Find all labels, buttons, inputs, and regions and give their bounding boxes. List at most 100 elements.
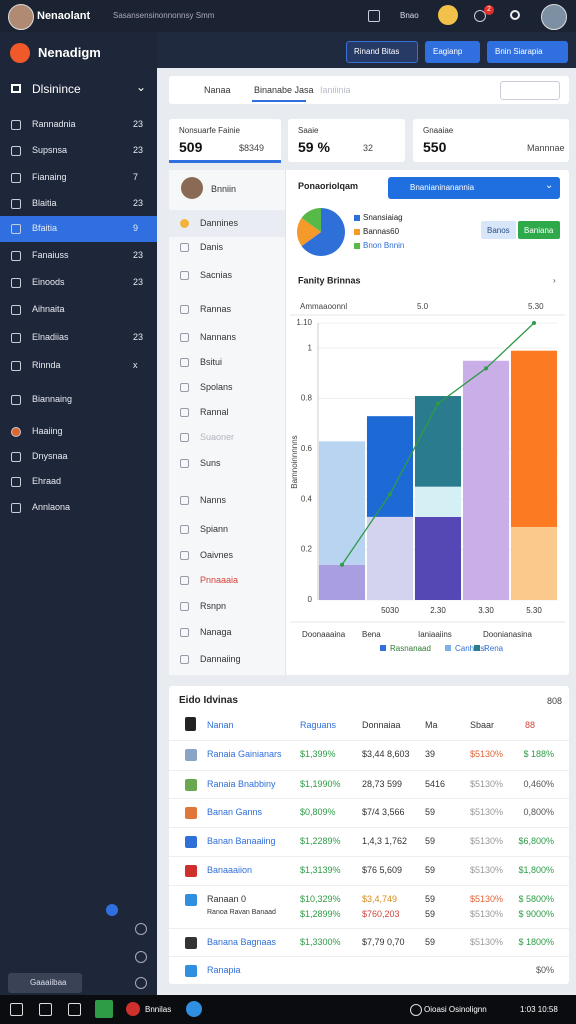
subnav-item[interactable]: Danis (200, 242, 224, 252)
section-title: Dlsinince (32, 82, 81, 96)
footer-button[interactable] (8, 973, 82, 993)
tab[interactable]: Nanaa (204, 85, 231, 95)
icon (11, 199, 21, 209)
subnav-item[interactable]: Dannaiing (200, 654, 241, 664)
nav-item[interactable]: Fanaiuss (32, 250, 69, 260)
icon (180, 433, 189, 442)
table-cell: $ 1800% (518, 937, 554, 947)
icon[interactable] (474, 10, 486, 22)
table-cell: $ 9000% (518, 909, 554, 919)
user-name: Nenaolant (37, 10, 91, 22)
taskbar-icon[interactable] (68, 1003, 81, 1016)
subnav-item[interactable]: Spolans (200, 382, 233, 392)
nav-item[interactable]: Elnadiias (32, 332, 69, 342)
table-cell: Ranapia (207, 965, 241, 975)
header-button[interactable] (425, 41, 480, 63)
table-cell: 59 (425, 865, 436, 875)
nav-count: 23 (133, 250, 144, 260)
nav-item[interactable]: Einoods (32, 277, 65, 287)
taskbar-icon[interactable] (95, 1000, 113, 1018)
tab[interactable]: Binanabe Jasa (254, 85, 314, 95)
subnav-item[interactable]: Nannans (200, 332, 237, 342)
subnav-item[interactable]: Sacnias (200, 270, 233, 280)
nav-item[interactable]: Blaitia (32, 198, 57, 208)
taskbar-icon[interactable] (410, 1004, 422, 1016)
avatar[interactable] (541, 4, 567, 30)
tab-underline (252, 100, 306, 102)
subnav-item[interactable]: Rannas (200, 304, 232, 314)
subnav-item[interactable]: Nanns (200, 495, 227, 505)
taskbar-icon[interactable] (126, 1002, 140, 1016)
nav-count: 9 (133, 223, 139, 233)
nav-item[interactable]: Rannadnia (32, 119, 76, 129)
table-cell: $1,399% (300, 749, 336, 759)
table-cell: $5130% (470, 937, 504, 947)
taskbar-icon[interactable] (186, 1001, 202, 1017)
table-card (169, 686, 569, 984)
notification-badge[interactable]: 2 (484, 5, 494, 15)
table-title: Eido Idvinas (179, 695, 238, 706)
subnav-user: Bnniin (211, 184, 237, 194)
nav-item[interactable]: Annlaona (32, 502, 71, 512)
subnav-item[interactable]: Rsnpn (200, 601, 227, 611)
tab[interactable]: Ianiiinia (320, 85, 351, 95)
icon (11, 251, 21, 261)
subnav-item[interactable]: Oaivnes (200, 550, 234, 560)
chevron: ⌄ (136, 80, 147, 94)
icon (180, 408, 189, 417)
table-cell: $5130% (470, 894, 504, 904)
panel-title: Ponaoriolqam (298, 181, 359, 191)
header-button[interactable] (346, 41, 418, 63)
icon (135, 977, 147, 989)
table-cell: 59 (425, 894, 436, 904)
row-divider (169, 856, 569, 857)
button[interactable] (481, 221, 516, 239)
search-text: Sasansensinonnonnsy Smm (113, 11, 215, 20)
taskbar-icon[interactable] (10, 1003, 23, 1016)
table-cell: 28,73 599 (362, 779, 403, 789)
nav-item[interactable]: Biannaing (32, 394, 73, 404)
table-cell: $0% (535, 965, 554, 975)
table-cell: $5130% (470, 807, 504, 817)
subnav-item[interactable]: Bsitui (200, 357, 223, 367)
subnav-item[interactable]: Dannines (200, 218, 239, 228)
nav-item[interactable]: Bfaitia (32, 223, 58, 233)
subnav-item[interactable]: Nanaga (200, 627, 232, 637)
subnav-item[interactable]: Rannal (200, 407, 229, 417)
header-button[interactable] (487, 41, 568, 63)
table-cell: $1,1990% (300, 779, 341, 789)
nav-item[interactable]: Ehraad (32, 476, 62, 486)
subnav-item[interactable]: Suns (200, 458, 221, 468)
table-cell: $1,2899% (300, 909, 341, 919)
row-icon (185, 807, 197, 819)
column-header: Sbaar (470, 720, 495, 730)
nav-item[interactable]: Fianaing (32, 172, 67, 182)
search-box[interactable] (500, 81, 560, 100)
icon (180, 383, 189, 392)
taskbar (0, 995, 576, 1024)
nav-item[interactable]: Rinnda (32, 360, 61, 370)
nav-item[interactable]: Aihnaita (32, 304, 65, 314)
column-header: Donnaiaa (362, 720, 401, 730)
icon (180, 271, 189, 280)
subnav-item[interactable]: Spiann (200, 524, 229, 534)
table-cell: Ranaia Gainianars (207, 749, 282, 759)
kpi-label: Saaie (298, 126, 319, 135)
select[interactable] (388, 177, 560, 199)
nav-item[interactable]: Dnysnaa (32, 451, 68, 461)
avatar[interactable] (438, 5, 458, 25)
nav-count: 23 (133, 198, 144, 208)
icon[interactable] (510, 10, 520, 20)
taskbar-icon[interactable] (39, 1003, 52, 1016)
icon (180, 576, 189, 585)
table-cell: $5130% (470, 865, 504, 875)
subnav-item[interactable]: Suaoner (200, 432, 235, 442)
icon (180, 243, 189, 252)
table-cell: $7,79 0,70 (362, 937, 405, 947)
nav-item[interactable]: Supsnsa (32, 145, 68, 155)
nav-item[interactable]: Haaiing (32, 426, 63, 436)
subnav-item[interactable]: Pnnaaaia (200, 575, 239, 585)
table-cell: Banaaaiion (207, 865, 253, 875)
button[interactable] (518, 221, 560, 239)
icon (180, 496, 189, 505)
